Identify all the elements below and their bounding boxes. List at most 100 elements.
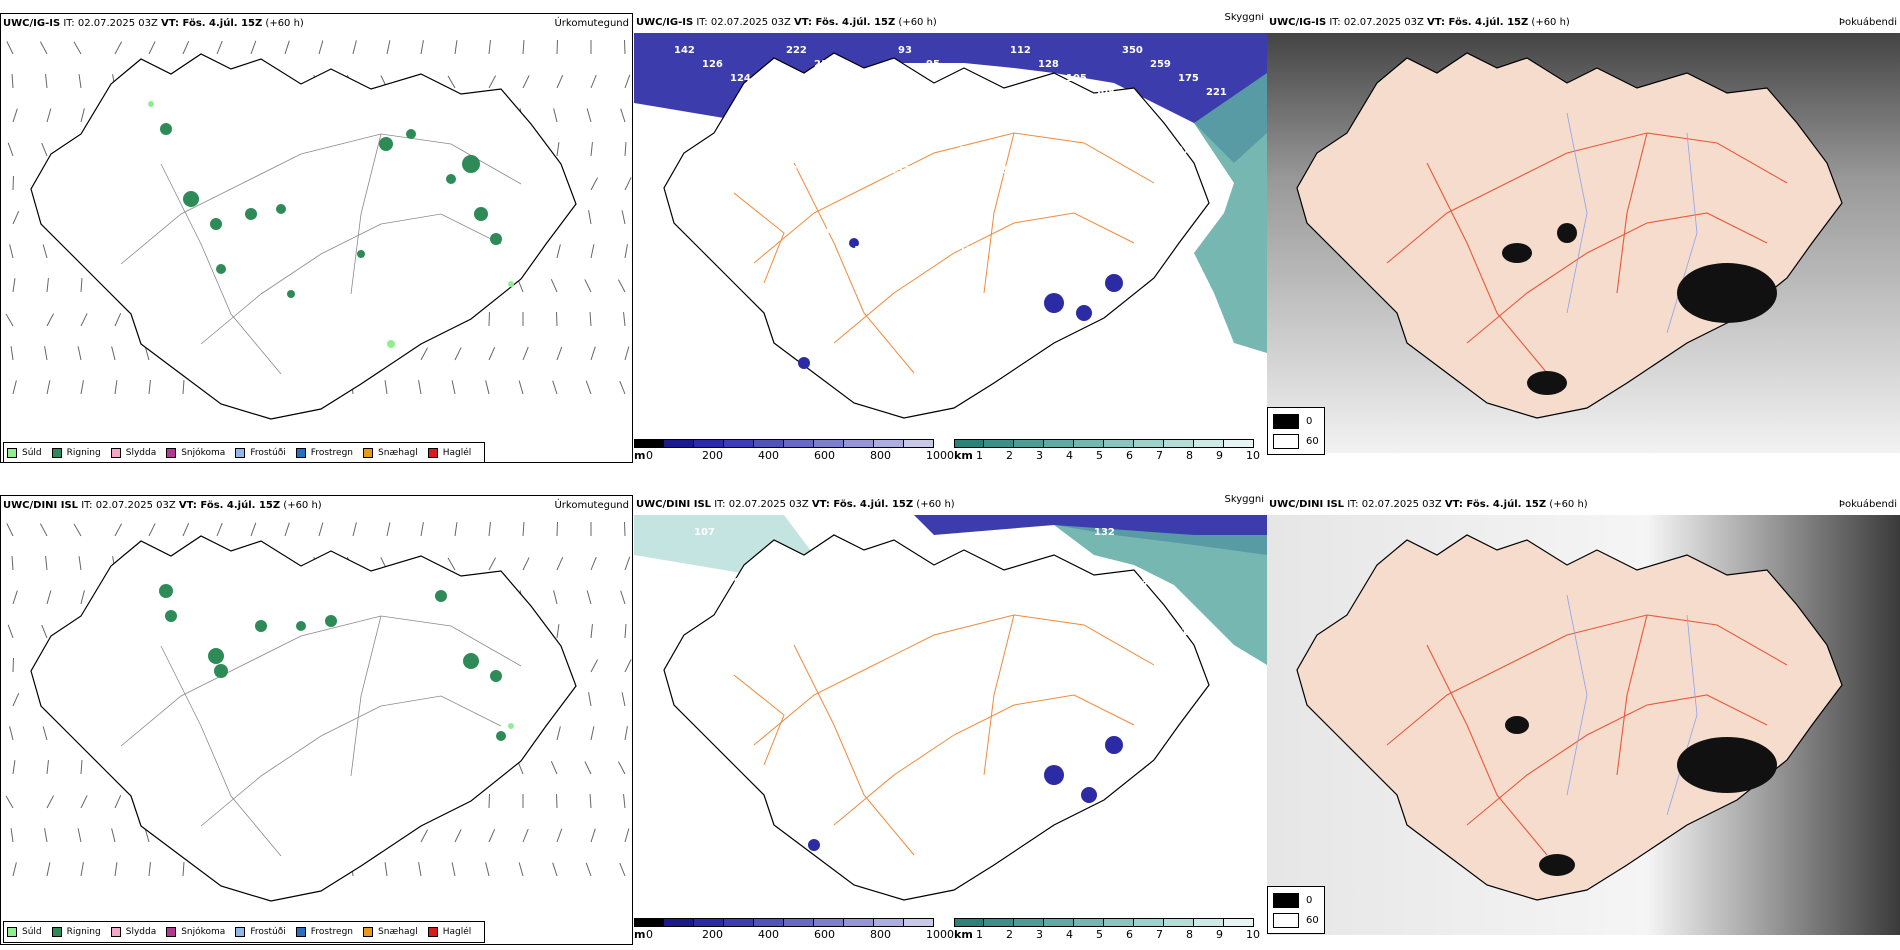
wind-barb [589, 793, 592, 809]
wind-barb [46, 313, 55, 327]
colorbar-segment [814, 918, 844, 927]
cloud-base-height-label: 42 [1099, 265, 1113, 276]
wind-barb [451, 862, 456, 877]
wind-barb [144, 346, 150, 361]
legend-item: Frostúði [235, 927, 286, 937]
wind-barb [522, 346, 529, 361]
legend-label: Frostúði [250, 927, 286, 937]
wind-barb [590, 177, 599, 191]
cloud-base-height-label: 222 [786, 45, 807, 56]
wind-barb [420, 522, 424, 537]
wind-barb [556, 75, 564, 89]
cloud-base-height-label: 124 [730, 73, 751, 84]
wind-barb [46, 108, 52, 123]
wind-barb [12, 108, 18, 123]
legend-swatch [51, 927, 62, 937]
wind-barb [386, 40, 391, 55]
colorbar-segment [954, 918, 984, 927]
colorbar-tick-label: 10 [1246, 449, 1260, 462]
cloud-base-height-label: 83 [1134, 577, 1148, 588]
wind-barb [12, 693, 20, 707]
wind-barb [552, 380, 558, 395]
legend-item: Snæhagl [363, 448, 418, 458]
wind-barb [12, 278, 16, 293]
colorbar-segment [844, 918, 874, 927]
cloud-base-height-label: 74 [1029, 225, 1043, 236]
wind-barb [250, 40, 257, 55]
wind-barb [46, 760, 49, 775]
wind-barb [624, 556, 631, 571]
wind-barb [111, 828, 116, 843]
cloud-base-height-label: 162 [870, 87, 891, 98]
panel-title: UWC/DINI ISL IT: 02.07.2025 03Z VT: Fös.… [1269, 499, 1588, 510]
wind-barb [384, 862, 388, 877]
panel-title: UWC/IG-IS IT: 02.07.2025 03Z VT: Fös. 4.… [1269, 17, 1570, 28]
wind-barb [447, 557, 456, 571]
cloud-base-height-labels: 142 126 124 143 222 213 213 162 93 95 95 93 112 128 10… [674, 45, 1227, 276]
colorbar-segment [954, 439, 984, 448]
low-cloud-sea-north [914, 515, 1267, 555]
panel-title: UWC/DINI ISL IT: 02.07.2025 03Z VT: Fös.… [3, 500, 322, 511]
colorbar-tick-label: 7 [1156, 928, 1163, 941]
wind-barb [624, 346, 630, 361]
cloud-base-height-label: 93 [784, 265, 798, 276]
drizzle-areas [148, 101, 514, 348]
legend-item: Snjókoma [166, 927, 225, 937]
colorbar-tick-label: 2 [1006, 449, 1013, 462]
legend-swatch [7, 927, 17, 937]
wind-barb [384, 380, 388, 395]
colorbar-segment [1134, 439, 1164, 448]
wind-barb [41, 624, 48, 639]
iceland-coastline [1296, 534, 1843, 901]
panel-field-label: Þokuábendi [1838, 499, 1897, 510]
wind-barb [114, 862, 118, 877]
panel-field-label: Þokuábendi [1838, 17, 1897, 28]
cloud-base-height-label: 119 [1029, 125, 1050, 136]
wind-barb [624, 659, 632, 673]
colorbar-tick-label: 1 [976, 928, 983, 941]
wind-barb [624, 623, 627, 639]
colorbar-tick-label: 5 [1096, 449, 1103, 462]
wind-barb [420, 829, 429, 843]
colorbar-segment [754, 918, 784, 927]
wind-barb [216, 40, 223, 55]
cloud-base-height-label: 93 [982, 87, 996, 98]
legend-item: Haglél [427, 927, 471, 937]
cloud-base-height-label: 221 [1206, 87, 1227, 98]
wind-barb [590, 556, 597, 571]
legend-swatch [363, 927, 374, 937]
fog-legend-60-label: 60 [1306, 915, 1319, 926]
wind-barb [80, 277, 83, 293]
wind-barb [447, 75, 456, 89]
colorbar-tick-label: 400 [758, 449, 779, 462]
cloud-base-height-label: 178 [819, 125, 840, 136]
wind-barb [80, 380, 84, 395]
wind-barb [80, 759, 83, 775]
roads [733, 132, 1155, 374]
wind-barb [46, 278, 49, 293]
cloud-base-height-label: 107 [694, 527, 715, 538]
legend-item: Slydda [110, 927, 156, 937]
colorbar-segment [724, 439, 754, 448]
roads [1386, 132, 1788, 374]
wind-barb [182, 861, 185, 877]
wind-barb [420, 347, 429, 361]
colorbar-segment [984, 918, 1014, 927]
wind-barb [624, 141, 627, 157]
colorbar-unit: km [954, 928, 973, 941]
cloud-base-height-label: 14 [1054, 727, 1068, 738]
colorbar-tick-label: 8 [1186, 928, 1193, 941]
legend-item: Frostregn [295, 448, 353, 458]
fog-sea-east [1054, 525, 1267, 665]
colorbar-tick-label: 200 [702, 449, 723, 462]
colorbar-tick-label: 1000 [926, 928, 954, 941]
wind-barb [148, 523, 156, 537]
wind-barb [12, 590, 18, 605]
cloud-base-height-label: 113 [974, 627, 995, 638]
colorbar-segment [754, 439, 784, 448]
wind-barb [46, 590, 52, 605]
wind-barb [148, 862, 151, 877]
wind-barb [111, 346, 116, 361]
panel-field-label: Úrkomutegund [554, 500, 629, 511]
colorbar-tick-label: 200 [702, 928, 723, 941]
